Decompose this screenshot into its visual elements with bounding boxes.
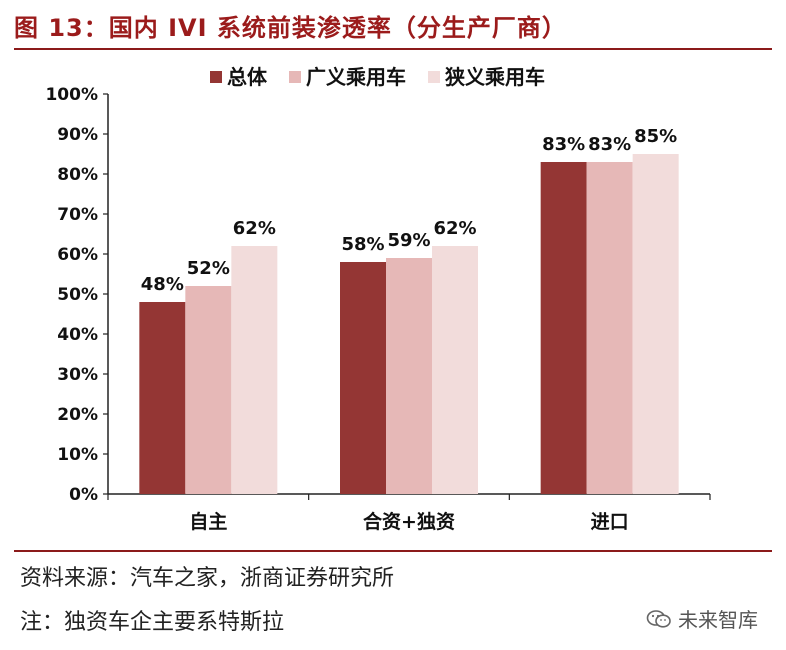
bar	[185, 286, 232, 494]
bar	[340, 262, 386, 494]
bar-chart: 0%10%20%30%40%50%60%70%80%90%100%48%52%6…	[45, 65, 711, 533]
footer-divider	[14, 550, 772, 552]
y-tick-label: 90%	[57, 125, 98, 145]
footnote: 注：独资车企主要系特斯拉	[20, 610, 285, 635]
data-label: 59%	[387, 230, 430, 251]
data-label: 83%	[588, 134, 631, 155]
legend-swatch	[210, 71, 222, 83]
data-label: 62%	[233, 218, 276, 239]
data-label: 83%	[542, 134, 585, 155]
bar	[386, 258, 432, 494]
title-divider	[14, 48, 772, 50]
bar	[540, 162, 587, 494]
y-tick-label: 40%	[57, 325, 98, 345]
x-category-label: 自主	[189, 510, 227, 533]
data-label: 62%	[433, 218, 476, 239]
data-label: 48%	[141, 274, 184, 295]
y-tick-label: 70%	[57, 205, 98, 225]
y-tick-label: 10%	[57, 445, 98, 465]
y-tick-label: 80%	[57, 165, 98, 185]
bar	[139, 302, 186, 494]
y-tick-label: 0%	[69, 485, 98, 505]
bar	[432, 246, 478, 494]
legend-label: 狭义乘用车	[444, 65, 545, 89]
legend-swatch	[428, 71, 440, 83]
data-label: 58%	[341, 234, 384, 255]
legend-label: 广义乘用车	[306, 65, 406, 89]
chart-title: 图 13：国内 IVI 系统前装渗透率（分生产厂商）	[14, 14, 567, 42]
legend-label: 总体	[227, 65, 268, 89]
data-label: 52%	[187, 258, 230, 279]
bar	[231, 246, 278, 494]
source-note: 资料来源：汽车之家，浙商证券研究所	[20, 566, 395, 591]
x-category-label: 进口	[591, 511, 629, 533]
y-tick-label: 50%	[57, 285, 98, 305]
y-tick-label: 30%	[57, 365, 98, 385]
watermark: 未来智库	[646, 604, 758, 633]
x-category-label: 合资+独资	[363, 510, 455, 533]
legend-swatch	[289, 71, 301, 83]
data-label: 85%	[634, 126, 677, 147]
wechat-icon	[646, 609, 671, 628]
y-tick-label: 60%	[57, 245, 98, 265]
bar	[586, 162, 633, 494]
bar	[632, 154, 679, 494]
y-tick-label: 100%	[45, 85, 98, 105]
watermark-text: 未来智库	[678, 608, 758, 632]
y-tick-label: 20%	[57, 405, 98, 425]
